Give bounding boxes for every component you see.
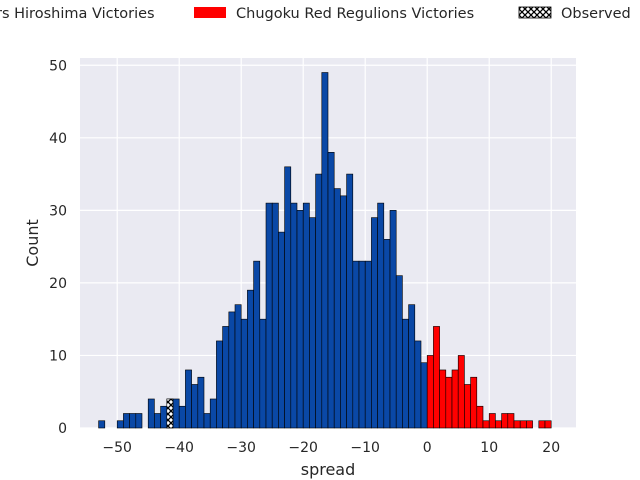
hiroshima-bar [315, 173, 323, 429]
hiroshima-bar [253, 260, 261, 429]
hiroshima-bar [154, 413, 161, 429]
hiroshima-bar [420, 362, 428, 429]
hiroshima-bar [414, 340, 422, 429]
hiroshima-bar [358, 260, 366, 429]
hiroshima-bar [172, 398, 180, 429]
x-tick-label: 20 [542, 440, 560, 456]
hiroshima-bar [197, 376, 205, 429]
legend-label-observed: Observed [561, 6, 631, 22]
x-tick-label: 10 [480, 440, 498, 456]
hiroshima-bar [135, 413, 143, 429]
x-tick-label: −20 [288, 440, 318, 456]
hiroshima-bar [123, 413, 130, 429]
chugoku-bar [507, 413, 515, 429]
hiroshima-bar [271, 202, 279, 429]
chugoku-bar [488, 413, 496, 429]
legend-label-chugoku: Chugoku Red Regulions Victories [236, 6, 474, 22]
hiroshima-bar [327, 152, 335, 429]
hiroshima-bar [309, 217, 316, 429]
hiroshima-bar [383, 239, 391, 429]
histogram-bars [98, 72, 552, 429]
chugoku-bar [476, 405, 484, 429]
hiroshima-bar [240, 318, 248, 429]
legend: rs Hiroshima Victories Chugoku Red Regul… [0, 6, 631, 22]
hiroshima-bar [129, 413, 137, 429]
hiroshima-bar [395, 275, 403, 429]
hiroshima-bar [247, 289, 254, 429]
chugoku-bar [519, 420, 527, 429]
chugoku-bar [433, 326, 440, 429]
chugoku-bar [513, 420, 521, 429]
hiroshima-bar [185, 369, 192, 429]
chugoku-bar [451, 369, 459, 429]
hiroshima-bar [191, 384, 199, 429]
legend-label-hiroshima: rs Hiroshima Victories [0, 6, 155, 22]
hiroshima-bar [377, 202, 385, 429]
legend-swatch-observed [518, 6, 552, 19]
hiroshima-bar [346, 173, 354, 429]
chugoku-bar [464, 384, 471, 429]
chugoku-bar [501, 413, 509, 429]
hiroshima-bar [178, 405, 186, 429]
hiroshima-bar [216, 340, 223, 429]
x-axis-label: spread [301, 460, 356, 479]
hiroshima-bar [371, 217, 378, 429]
x-tick-label: −40 [164, 440, 194, 456]
chugoku-bar [445, 376, 453, 429]
x-tick-label: −50 [102, 440, 132, 456]
hiroshima-bar [147, 398, 155, 429]
chugoku-bar [538, 420, 546, 429]
chugoku-bar [439, 369, 447, 429]
hiroshima-bar [296, 210, 304, 429]
hiroshima-bar [333, 188, 341, 429]
chugoku-bar [470, 376, 478, 429]
hiroshima-bar [290, 202, 298, 429]
y-tick-label: 40 [49, 131, 67, 147]
x-tick-label: −10 [350, 440, 380, 456]
chugoku-bar [426, 355, 434, 429]
hiroshima-bar [352, 260, 360, 429]
y-tick-label: 0 [58, 421, 67, 437]
hiroshima-bar [222, 326, 230, 429]
y-tick-label: 50 [49, 58, 67, 74]
hiroshima-bar [116, 420, 124, 429]
hiroshima-bar [340, 195, 347, 429]
y-tick-label: 20 [49, 276, 67, 292]
y-axis-label: Count [23, 219, 42, 267]
hiroshima-bar [321, 72, 329, 429]
chugoku-bar [482, 420, 490, 429]
hiroshima-bar [234, 304, 242, 429]
y-tick-label: 30 [49, 203, 67, 219]
observed-bar [166, 398, 174, 429]
hiroshima-bar [402, 318, 409, 429]
hiroshima-bar [203, 413, 211, 429]
chugoku-bar [495, 420, 502, 429]
hiroshima-bar [160, 405, 168, 429]
x-tick-label: 0 [423, 440, 432, 456]
chugoku-bar [544, 420, 552, 429]
hiroshima-bar [284, 166, 292, 429]
hiroshima-bar [228, 311, 236, 429]
hiroshima-bar [98, 420, 106, 429]
hiroshima-bar [278, 231, 285, 429]
legend-swatch-chugoku [194, 7, 226, 18]
x-tick-label: −30 [226, 440, 256, 456]
hiroshima-bar [265, 202, 273, 429]
hiroshima-bar [364, 260, 372, 429]
hiroshima-bar [389, 210, 397, 429]
hiroshima-bar [302, 202, 310, 429]
hiroshima-bar [408, 304, 416, 429]
hiroshima-bar [209, 398, 217, 429]
tick-labels: −50 −40 −30 −20 −10 0 10 20 0 10 20 30 40 50 [49, 58, 560, 456]
chugoku-bar [457, 355, 465, 429]
chugoku-bar [526, 420, 533, 429]
y-tick-label: 10 [49, 348, 67, 364]
hiroshima-bar [259, 318, 267, 429]
